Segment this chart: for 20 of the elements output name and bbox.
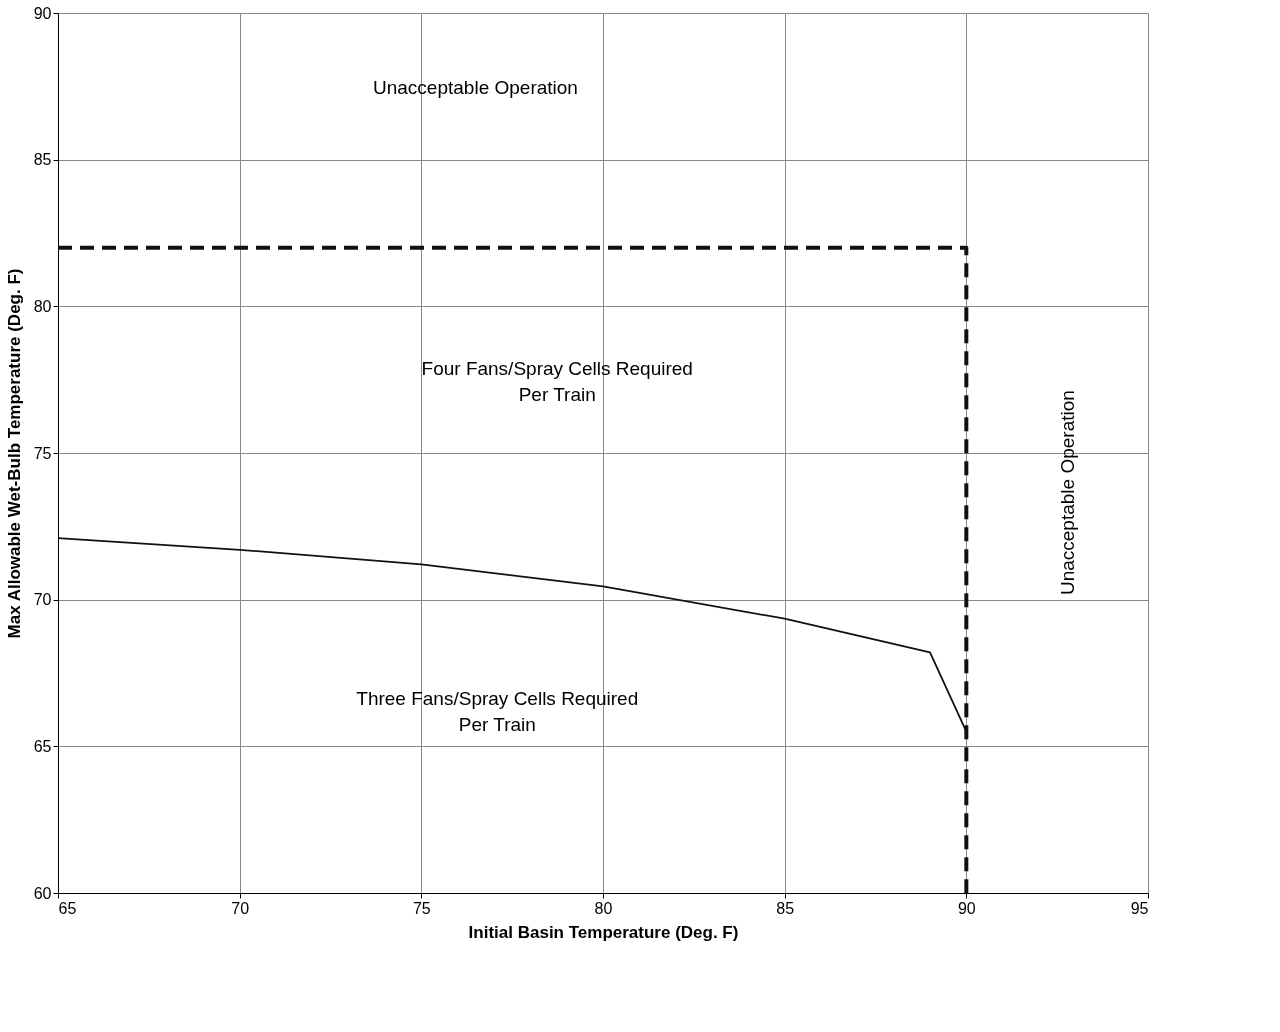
y-tick-label: 70	[33, 591, 52, 609]
y-tick-label: 75	[33, 444, 52, 462]
x-tick-label: 75	[412, 899, 431, 917]
y-tick-label: 80	[33, 297, 52, 315]
x-tick-label: 70	[231, 899, 250, 917]
y-tick-label: 65	[33, 737, 52, 755]
x-tick-label: 80	[594, 899, 613, 917]
x-axis-title: Initial Basin Temperature (Deg. F)	[468, 922, 739, 942]
x-tick-label: 90	[957, 899, 976, 917]
annotation: Unacceptable Operation	[1057, 390, 1079, 596]
annotation: Three Fans/Spray Cells Required Per Train	[356, 688, 639, 736]
y-tick-label: 60	[33, 884, 52, 902]
y-tick-label: 85	[33, 151, 52, 169]
annotation: Unacceptable Operation	[373, 76, 578, 98]
x-tick-label: 95	[1130, 899, 1149, 917]
annotation: Four Fans/Spray Cells Required Per Train	[421, 358, 693, 406]
x-tick-label: 65	[58, 899, 77, 917]
y-axis-title: Max Allowable Wet-Bulb Temperature (Deg. F)	[4, 268, 24, 639]
x-tick-label: 85	[776, 899, 795, 917]
y-tick-label: 90	[33, 4, 52, 22]
